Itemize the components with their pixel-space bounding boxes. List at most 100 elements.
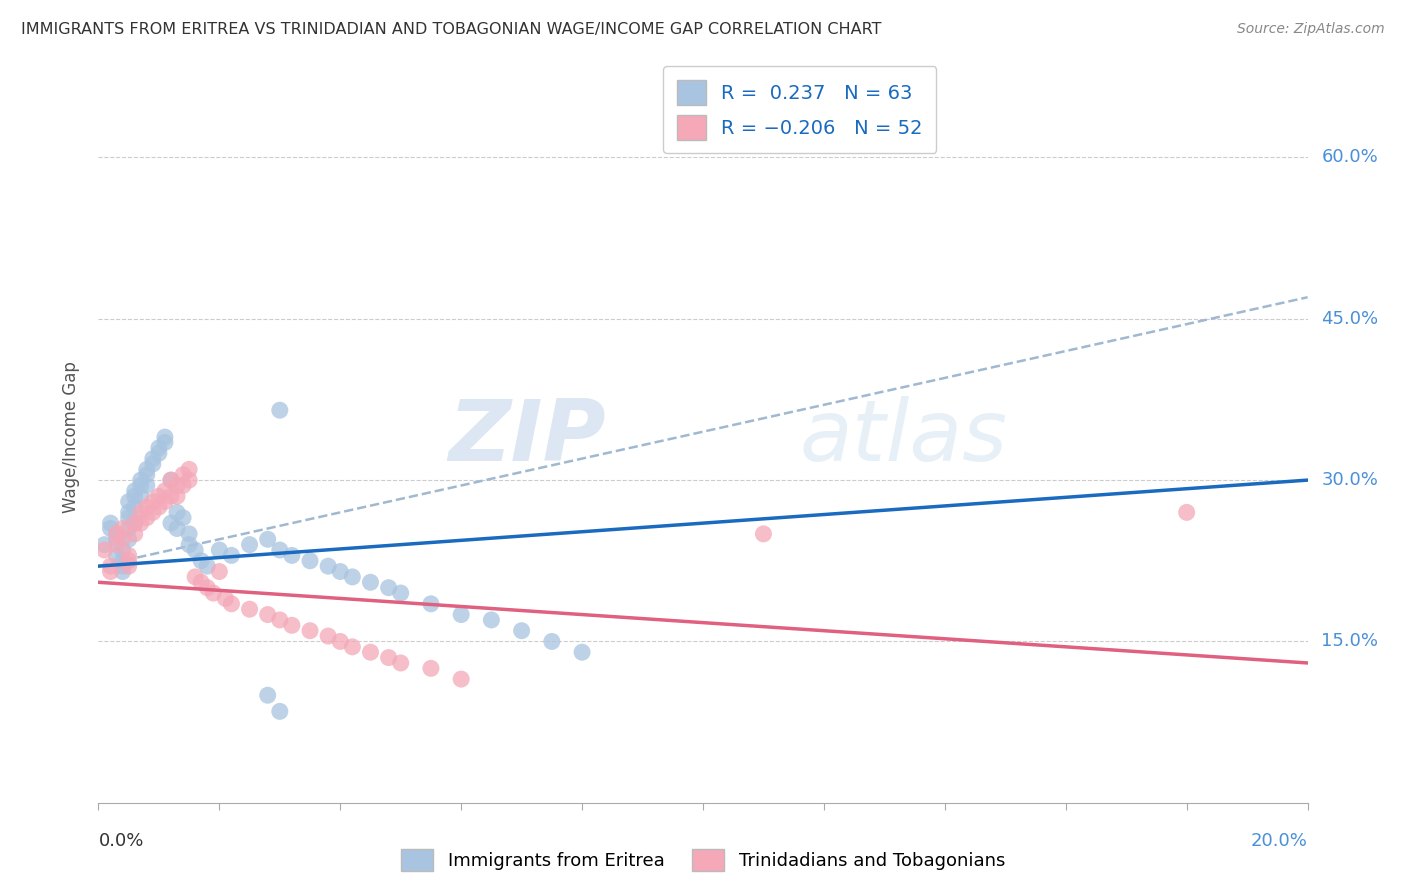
Text: Source: ZipAtlas.com: Source: ZipAtlas.com	[1237, 22, 1385, 37]
Point	[118, 549, 141, 563]
Point	[124, 527, 146, 541]
Point	[420, 597, 443, 611]
Point	[172, 510, 194, 524]
Point	[221, 597, 243, 611]
Point	[124, 483, 146, 498]
Point	[450, 672, 472, 686]
Point	[208, 565, 231, 579]
Point	[389, 656, 412, 670]
Point	[105, 527, 128, 541]
Point	[256, 607, 278, 622]
Point	[142, 451, 165, 466]
Point	[118, 521, 141, 535]
Point	[118, 510, 141, 524]
Point	[281, 549, 304, 563]
Point	[256, 533, 278, 547]
Point	[510, 624, 533, 638]
Point	[105, 527, 128, 541]
Point	[135, 467, 157, 482]
Point	[389, 586, 412, 600]
Point	[172, 467, 194, 482]
Point	[184, 543, 207, 558]
Point	[148, 489, 170, 503]
Point	[111, 543, 134, 558]
Point	[129, 478, 152, 492]
Point	[148, 500, 170, 514]
Text: 30.0%: 30.0%	[1322, 471, 1378, 489]
Point	[111, 521, 134, 535]
Point	[179, 527, 201, 541]
Point	[135, 462, 157, 476]
Point	[111, 565, 134, 579]
Point	[142, 505, 165, 519]
Point	[148, 446, 170, 460]
Point	[481, 613, 503, 627]
Point	[329, 565, 352, 579]
Point	[135, 510, 157, 524]
Point	[239, 538, 262, 552]
Point	[202, 586, 225, 600]
Point	[1175, 505, 1198, 519]
Point	[195, 581, 218, 595]
Text: 20.0%: 20.0%	[1251, 832, 1308, 850]
Point	[105, 538, 128, 552]
Point	[124, 516, 146, 530]
Point	[111, 554, 134, 568]
Point	[190, 575, 212, 590]
Text: 60.0%: 60.0%	[1322, 148, 1378, 167]
Point	[360, 645, 382, 659]
Point	[342, 640, 364, 654]
Point	[316, 629, 339, 643]
Point	[190, 554, 212, 568]
Point	[100, 565, 122, 579]
Point	[377, 650, 399, 665]
Point	[160, 473, 183, 487]
Point	[571, 645, 593, 659]
Point	[105, 549, 128, 563]
Point	[179, 473, 201, 487]
Point	[93, 538, 115, 552]
Legend: R =  0.237   N = 63, R = −0.206   N = 52: R = 0.237 N = 63, R = −0.206 N = 52	[664, 66, 936, 153]
Point	[142, 457, 165, 471]
Text: 15.0%: 15.0%	[1322, 632, 1378, 650]
Point	[166, 489, 188, 503]
Point	[118, 559, 141, 574]
Point	[269, 543, 291, 558]
Point	[124, 500, 146, 514]
Point	[111, 559, 134, 574]
Point	[93, 543, 115, 558]
Point	[450, 607, 472, 622]
Point	[299, 624, 322, 638]
Point	[100, 521, 122, 535]
Point	[342, 570, 364, 584]
Point	[100, 559, 122, 574]
Text: 45.0%: 45.0%	[1322, 310, 1379, 327]
Point	[142, 494, 165, 508]
Point	[166, 505, 188, 519]
Point	[105, 533, 128, 547]
Point	[360, 575, 382, 590]
Point	[214, 591, 236, 606]
Point	[118, 533, 141, 547]
Point	[160, 516, 183, 530]
Point	[153, 483, 176, 498]
Point	[179, 462, 201, 476]
Point	[166, 521, 188, 535]
Point	[129, 516, 152, 530]
Point	[124, 489, 146, 503]
Text: 0.0%: 0.0%	[98, 832, 143, 850]
Point	[540, 634, 562, 648]
Point	[118, 505, 141, 519]
Point	[124, 516, 146, 530]
Point	[160, 473, 183, 487]
Point	[195, 559, 218, 574]
Text: IMMIGRANTS FROM ERITREA VS TRINIDADIAN AND TOBAGONIAN WAGE/INCOME GAP CORRELATIO: IMMIGRANTS FROM ERITREA VS TRINIDADIAN A…	[21, 22, 882, 37]
Point	[752, 527, 775, 541]
Point	[299, 554, 322, 568]
Point	[129, 505, 152, 519]
Point	[172, 478, 194, 492]
Point	[221, 549, 243, 563]
Point	[256, 688, 278, 702]
Point	[135, 500, 157, 514]
Point	[111, 533, 134, 547]
